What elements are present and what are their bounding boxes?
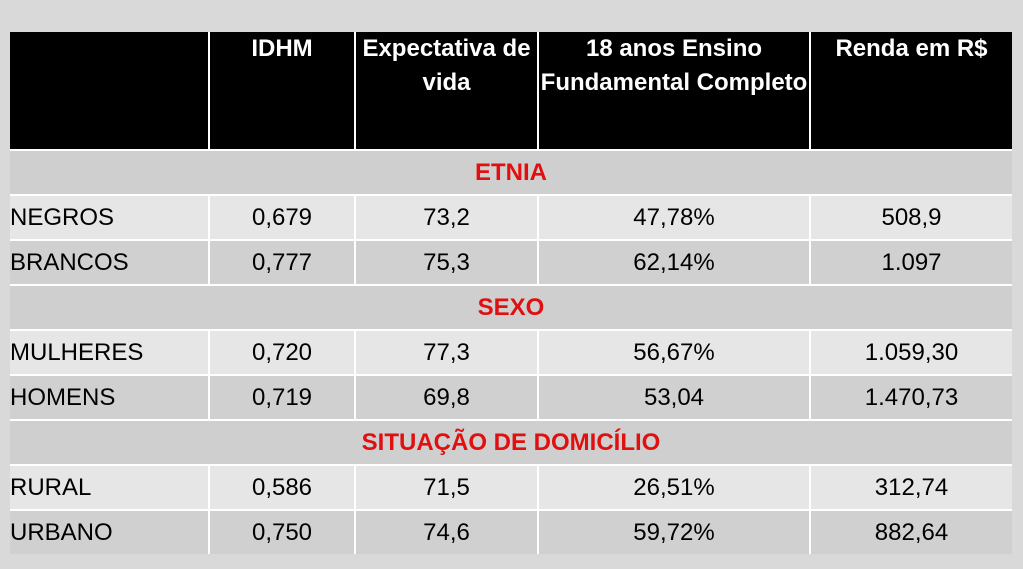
idhm-cell: 0,679 bbox=[208, 194, 355, 240]
idhm-cell: 0,586 bbox=[208, 464, 355, 510]
expectativa-cell: 73,2 bbox=[354, 194, 538, 240]
row-label: NEGROS bbox=[10, 194, 209, 240]
expectativa-cell: 71,5 bbox=[354, 464, 538, 510]
header-row: IDHM Expectativa de vida 18 anos Ensino … bbox=[10, 32, 1012, 150]
ensino-cell: 47,78% bbox=[537, 194, 810, 240]
idhm-cell: 0,777 bbox=[208, 239, 355, 285]
idhm-cell: 0,719 bbox=[208, 374, 355, 420]
ensino-cell: 56,67% bbox=[537, 329, 810, 375]
ensino-cell: 53,04 bbox=[537, 374, 810, 420]
table-row: URBANO 0,750 74,6 59,72% 882,64 bbox=[10, 509, 1012, 554]
row-label: BRANCOS bbox=[10, 239, 209, 285]
table-row: NEGROS 0,679 73,2 47,78% 508,9 bbox=[10, 194, 1012, 240]
row-label: URBANO bbox=[10, 509, 209, 554]
row-label: MULHERES bbox=[10, 329, 209, 375]
section-title: SEXO bbox=[10, 284, 1012, 330]
table-row: RURAL 0,586 71,5 26,51% 312,74 bbox=[10, 464, 1012, 510]
section-row: ETNIA bbox=[10, 149, 1012, 195]
renda-cell: 1.470,73 bbox=[809, 374, 1012, 420]
section-title: SITUAÇÃO DE DOMICÍLIO bbox=[10, 419, 1012, 465]
renda-cell: 1.097 bbox=[809, 239, 1012, 285]
ensino-cell: 62,14% bbox=[537, 239, 810, 285]
section-row: SEXO bbox=[10, 284, 1012, 330]
renda-cell: 312,74 bbox=[809, 464, 1012, 510]
table-row: HOMENS 0,719 69,8 53,04 1.470,73 bbox=[10, 374, 1012, 420]
expectativa-cell: 75,3 bbox=[354, 239, 538, 285]
idhm-cell: 0,750 bbox=[208, 509, 355, 554]
header-cell-empty bbox=[10, 32, 209, 150]
expectativa-cell: 74,6 bbox=[354, 509, 538, 554]
row-label: RURAL bbox=[10, 464, 209, 510]
ensino-cell: 26,51% bbox=[537, 464, 810, 510]
table-row: BRANCOS 0,777 75,3 62,14% 1.097 bbox=[10, 239, 1012, 285]
data-table: IDHM Expectativa de vida 18 anos Ensino … bbox=[10, 32, 1012, 554]
header-cell-renda: Renda em R$ bbox=[809, 32, 1012, 150]
section-row: SITUAÇÃO DE DOMICÍLIO bbox=[10, 419, 1012, 465]
section-title: ETNIA bbox=[10, 149, 1012, 195]
header-cell-expectativa: Expectativa de vida bbox=[354, 32, 538, 150]
expectativa-cell: 69,8 bbox=[354, 374, 538, 420]
idhm-cell: 0,720 bbox=[208, 329, 355, 375]
expectativa-cell: 77,3 bbox=[354, 329, 538, 375]
header-cell-idhm: IDHM bbox=[208, 32, 355, 150]
renda-cell: 508,9 bbox=[809, 194, 1012, 240]
table-row: MULHERES 0,720 77,3 56,67% 1.059,30 bbox=[10, 329, 1012, 375]
row-label: HOMENS bbox=[10, 374, 209, 420]
ensino-cell: 59,72% bbox=[537, 509, 810, 554]
header-cell-ensino: 18 anos Ensino Fundamental Completo bbox=[537, 32, 810, 150]
renda-cell: 882,64 bbox=[809, 509, 1012, 554]
renda-cell: 1.059,30 bbox=[809, 329, 1012, 375]
